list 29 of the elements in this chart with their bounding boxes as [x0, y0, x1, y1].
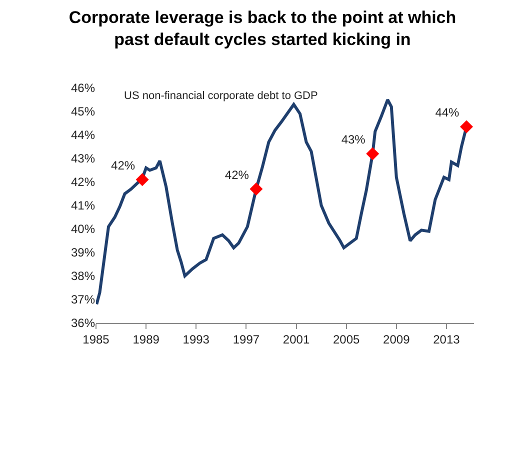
point: [460, 120, 473, 134]
x-tick-label: 2005: [332, 332, 360, 346]
y-tick-label: 38%: [70, 269, 96, 284]
x-tick-label: 1997: [232, 332, 260, 346]
y-tick-label: 46%: [70, 81, 96, 96]
data-label: 44%: [435, 106, 460, 120]
point: [250, 182, 263, 196]
data-label: 42%: [224, 168, 250, 182]
x-tick-label: 2013: [433, 332, 460, 346]
x-tick-label: 2009: [383, 332, 410, 346]
x-tick-label: 1993: [182, 332, 210, 346]
point: [366, 147, 380, 160]
y-tick-label: 42%: [70, 175, 96, 190]
y-tick-label: 44%: [70, 128, 96, 142]
data-label: 42%: [111, 158, 136, 172]
chart-title: Corporate leverage is back to the point at which past default cycles started kicking in: [68, 8, 456, 49]
chart-subtitle: US non-financial corporate debt to GDP: [124, 90, 318, 102]
x-tick-label: 1989: [132, 332, 160, 346]
y-tick-label: 39%: [70, 246, 96, 260]
y-tick-label: 43%: [70, 152, 96, 166]
y-tick-label: 41%: [70, 198, 96, 213]
y-tick-label: 45%: [70, 104, 96, 119]
x-tick-label: 2001: [282, 332, 310, 346]
y-tick-label: 36%: [70, 316, 96, 330]
y-tick-label: 37%: [70, 292, 96, 307]
y-tick-label: 40%: [70, 222, 96, 236]
x-tick-label: 1985: [82, 332, 110, 346]
data-label: 43%: [341, 132, 366, 147]
point: [136, 173, 149, 186]
